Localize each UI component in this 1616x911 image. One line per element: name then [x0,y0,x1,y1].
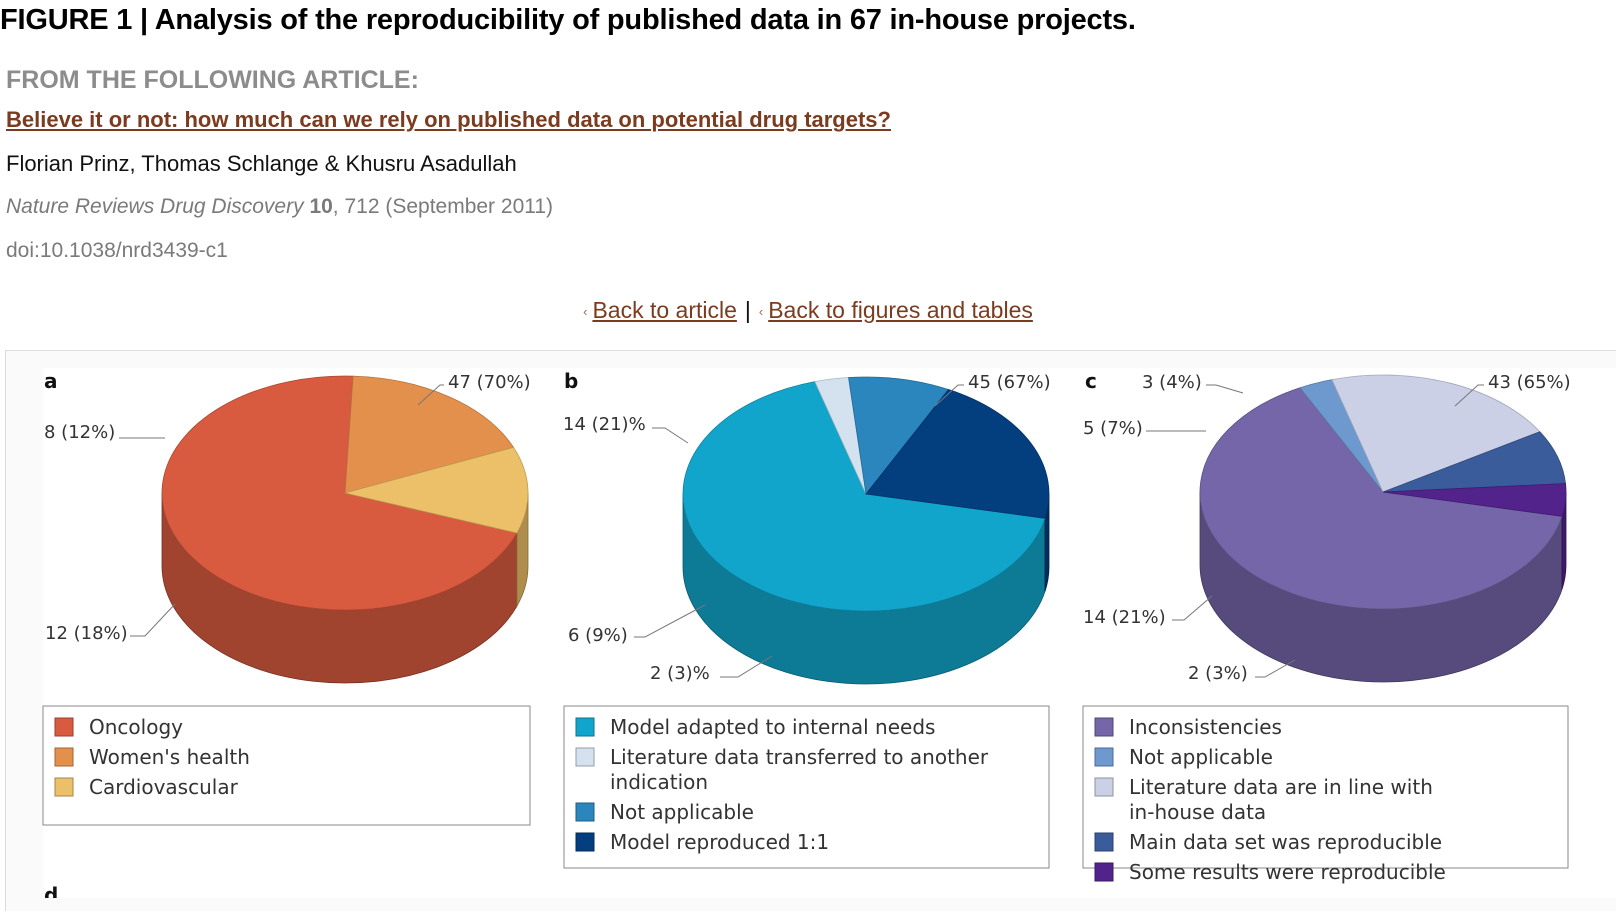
journal-volume: 10 [309,195,333,218]
legend-item-c-2: Literature data are in line with in-house… [1129,775,1433,824]
pie-a-slice-2 [344,446,529,534]
figure-title: FIGURE 1 | Analysis of the reproducibili… [0,4,1136,36]
data-label-c-4: 3 (4%) [1142,372,1202,393]
authors: Florian Prinz, Thomas Schlange & Khusru … [6,151,517,176]
journal-name: Nature Reviews Drug Discovery [6,195,304,218]
data-label-a-2: 8 (12%) [44,422,115,443]
leader-line-c-4 [1206,384,1244,394]
legend-box-c [1082,705,1569,869]
citation: Nature Reviews Drug Discovery 10, 712 (S… [6,195,553,219]
legend-swatch-a-0 [54,717,74,737]
legend-item-b-2: Not applicable [610,800,754,824]
legend-item-c-3: Main data set was reproducible [1129,830,1442,854]
data-label-b-2: 6 (9%) [568,625,628,646]
panel-letter-d: d [44,883,58,898]
legend-item-b-3: Model reproduced 1:1 [610,830,829,854]
data-label-c-0: 43 (65%) [1488,372,1571,393]
leader-line-a-1 [130,603,176,637]
leader-line-c-2 [1172,595,1213,621]
pie-a-slice-0 [161,375,518,611]
pie-c-slice-4 [1382,483,1567,517]
legend-swatch-c-2 [1094,777,1114,797]
legend-item-a-1: Women's health [89,745,250,769]
leader-line-b-0 [934,384,964,407]
pie-c-slice-2 [1331,374,1541,493]
pie-chart-b: b 45 (67%) 2 (3)% 6 (9%) 14 (21)% Model adapt… [563,369,1051,869]
from-article-label: FROM THE FOLLOWING ARTICLE: [6,66,419,94]
legend-box-b [563,705,1050,869]
pie-chart-c: c 43 (65%) 2 (3%) 14 (21%) 5 (7%) 3 (4%) Incon… [1082,369,1571,884]
pie-a-slice-1 [344,375,515,494]
pages-date: , 712 (September 2011) [332,195,554,218]
data-label-c-3: 5 (7%) [1083,418,1143,439]
legend-box-a [42,705,531,826]
doi: doi:10.1038/nrd3439-c1 [6,239,228,262]
legend-item-a-0: Oncology [89,715,183,739]
legend-swatch-c-1 [1094,747,1114,767]
leader-line-b-1 [720,655,773,678]
pie-b-slice-0 [682,381,1046,612]
pie-c-slice-0 [1199,387,1563,610]
legend-item-b-0: Model adapted to internal needs [610,715,935,739]
legend-swatch-b-0 [575,717,595,737]
chevron-left-icon: ‹ [583,304,588,319]
data-label-c-1: 2 (3%) [1188,663,1248,684]
leader-line-b-3 [652,427,689,444]
leader-line-a-0 [417,384,444,406]
legend-swatch-b-1 [575,747,595,767]
pie-b-slice-2 [848,376,950,495]
back-navigation: ‹ Back to article | ‹ Back to figures and ta… [0,297,1616,324]
data-label-b-3: 14 (21)% [563,414,646,435]
leader-line-c-0 [1454,384,1484,407]
legend-swatch-b-3 [575,832,595,852]
legend-swatch-c-3 [1094,832,1114,852]
pie-chart-a: a 47 (70%) 12 (18%) 8 (12%) Oncology Women's … [42,369,531,826]
data-label-a-0: 47 (70%) [448,372,531,393]
data-label-b-1: 2 (3)% [650,663,710,684]
legend-swatch-a-2 [54,777,74,797]
leader-line-c-1 [1255,659,1296,678]
data-label-c-2: 14 (21%) [1083,607,1166,628]
data-label-a-1: 12 (18%) [45,623,128,644]
legend-item-a-2: Cardiovascular [89,775,239,799]
legend-item-c-0: Inconsistencies [1129,715,1282,739]
legend-swatch-c-4 [1094,862,1114,882]
leader-line-b-2 [634,604,706,638]
nav-separator: | [744,297,751,323]
data-label-b-0: 45 (67%) [968,372,1051,393]
legend-swatch-b-2 [575,802,595,822]
legend-item-b-1: Literature data transferred to another in… [610,745,989,794]
panel-letter-c: c [1085,369,1097,393]
legend-swatch-a-1 [54,747,74,767]
panel-letter-a: a [44,369,58,393]
legend-swatch-c-0 [1094,717,1114,737]
pie-b-slice-3 [865,389,1050,519]
chevron-left-icon: ‹ [758,304,764,319]
panel-letter-b: b [564,369,578,393]
article-title-link[interactable]: Believe it or not: how much can we rely … [6,107,891,132]
back-to-figures-link[interactable]: Back to figures and tables [768,297,1033,323]
back-to-article-link[interactable]: Back to article [592,297,737,323]
legend-item-c-4: Some results were reproducible [1129,860,1446,884]
legend-item-c-1: Not applicable [1129,745,1273,769]
